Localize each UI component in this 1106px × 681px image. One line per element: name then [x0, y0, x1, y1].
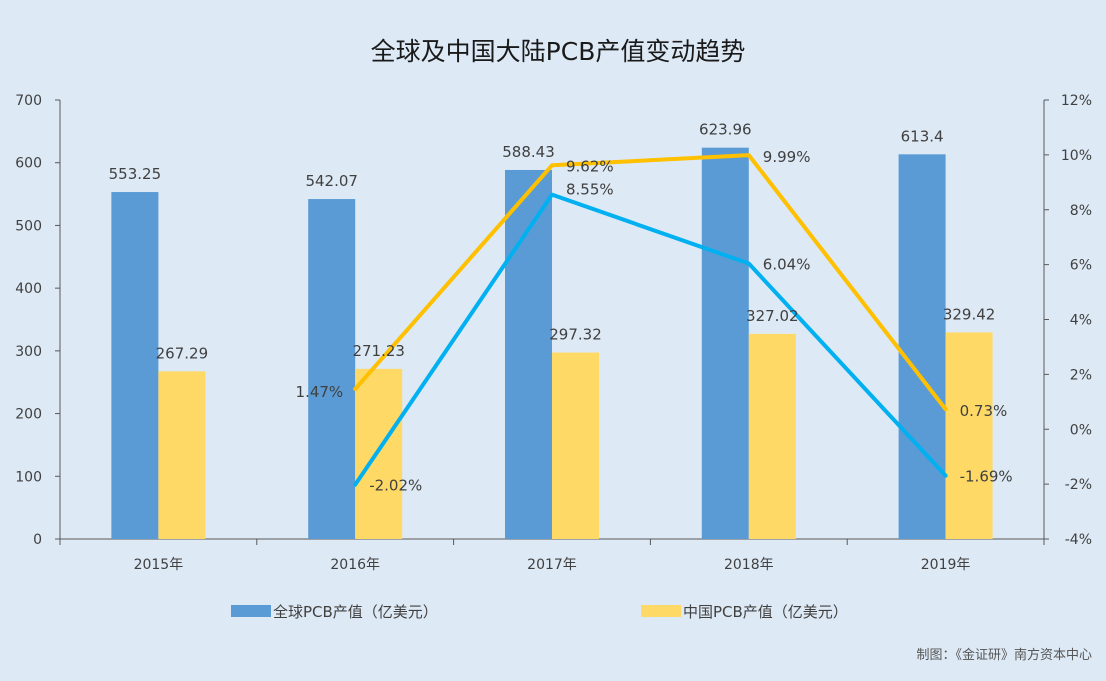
y-left-tick-label: 600: [15, 156, 42, 172]
legend-label: 全球PCB产值（亿美元）: [273, 603, 438, 621]
global-growth-line: [353, 192, 948, 487]
axes: 0 100 200 300 400 500 600 700 -4% -2% 0% 2% 4% 6% 8% 10…: [15, 93, 1092, 573]
china-growth-data-label: 9.62%: [566, 157, 614, 175]
china-bar-data-label: 297.32: [549, 326, 602, 344]
global-growth-data-label: -2.02%: [369, 477, 422, 495]
global-growth-data-label: 8.55%: [566, 181, 614, 199]
y-left-tick-label: 200: [15, 407, 42, 423]
china-pcb-bar: [945, 332, 993, 539]
data-labels: 553.25 542.07 588.43 623.96 613.4 267.29 271.2…: [109, 121, 1013, 495]
legend: 全球PCB产值（亿美元） 中国PCB产值（亿美元）: [231, 603, 848, 621]
global-bar-data-label: 623.96: [699, 121, 752, 139]
y-left-tick-label: 0: [33, 532, 42, 548]
y-right-tick-label: 6%: [1070, 258, 1092, 274]
x-tick-label: 2016年: [330, 557, 380, 573]
y-right-tick-label: -2%: [1065, 477, 1092, 493]
legend-swatch: [641, 605, 681, 617]
china-growth-data-label: 1.47%: [296, 383, 344, 401]
y-right-tick-label: 12%: [1061, 93, 1092, 109]
y-right-tick-label: -4%: [1065, 532, 1092, 548]
x-tick-label: 2019年: [921, 557, 971, 573]
global-bar-data-label: 613.4: [901, 127, 944, 145]
china-bar-data-label: 329.42: [943, 305, 996, 323]
china-pcb-bar: [552, 352, 599, 539]
y-right-tick-label: 2%: [1070, 367, 1092, 383]
global-pcb-bar: [898, 154, 946, 539]
x-tick-label: 2015年: [134, 557, 184, 573]
global-bar-data-label: 588.43: [502, 143, 555, 161]
china-bar-data-label: 327.02: [746, 307, 799, 325]
global-pcb-bar: [505, 169, 552, 539]
y-right-tick-label: 0%: [1070, 422, 1092, 438]
bar-series: [111, 147, 993, 540]
legend-label: 中国PCB产值（亿美元）: [683, 603, 848, 621]
china-pcb-bar: [355, 368, 403, 539]
global-bar-data-label: 553.25: [109, 165, 162, 183]
line-series: [353, 153, 948, 487]
x-tick-label: 2018年: [724, 557, 774, 573]
chart-title: 全球及中国大陆PCB产值变动趋势: [371, 37, 746, 66]
china-bar-data-label: 271.23: [352, 342, 405, 360]
y-left-tick-label: 400: [15, 281, 42, 297]
china-growth-line: [353, 153, 948, 412]
source-note: 制图：《金证研》南方资本中心: [916, 647, 1092, 663]
y-right-tick-label: 4%: [1070, 313, 1092, 329]
global-growth-data-label: -1.69%: [960, 468, 1013, 486]
china-growth-data-label: 0.73%: [960, 402, 1008, 420]
global-pcb-bar: [111, 192, 159, 540]
china-pcb-bar: [158, 371, 206, 539]
y-left-tick-label: 500: [15, 218, 42, 234]
y-right-tick-label: 8%: [1070, 203, 1092, 219]
china-pcb-bar: [748, 333, 796, 539]
global-bar-data-label: 542.07: [305, 172, 358, 190]
china-bar-data-label: 267.29: [156, 344, 209, 362]
global-pcb-bar: [308, 199, 356, 539]
y-left-tick-label: 300: [15, 344, 42, 360]
y-left-tick-label: 100: [15, 469, 42, 485]
x-tick-label: 2017年: [527, 557, 577, 573]
global-pcb-bar: [701, 147, 749, 540]
y-left-tick-label: 700: [15, 93, 42, 109]
y-right-tick-label: 10%: [1061, 148, 1092, 164]
global-growth-data-label: 6.04%: [763, 256, 811, 274]
china-growth-data-label: 9.99%: [763, 148, 811, 166]
legend-swatch: [231, 605, 271, 617]
